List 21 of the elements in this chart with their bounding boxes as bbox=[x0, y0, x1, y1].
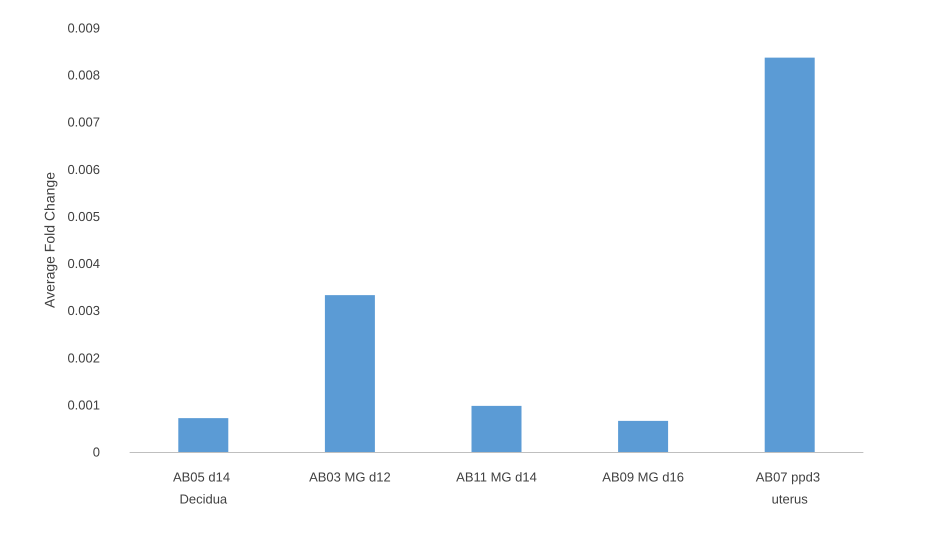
y-tick-label: 0 bbox=[92, 444, 100, 460]
y-tick-label: 0.002 bbox=[67, 350, 100, 366]
y-tick-label: 0.001 bbox=[67, 397, 100, 412]
bar bbox=[178, 418, 228, 452]
y-tick-label: 0.008 bbox=[67, 68, 100, 83]
y-tick-label: 0.004 bbox=[67, 256, 100, 272]
y-tick-label: 0.009 bbox=[67, 20, 100, 36]
x-tick-label: AB09 MG d16 bbox=[602, 470, 684, 484]
x-tick-label: AB05 d14 Decidua bbox=[172, 470, 234, 506]
y-tick-label: 0.007 bbox=[67, 114, 100, 130]
y-tick-label: 0.005 bbox=[67, 208, 100, 224]
bar bbox=[472, 406, 522, 452]
bar bbox=[764, 58, 815, 452]
bar bbox=[618, 420, 668, 452]
x-tick-label: AB07 ppd3 uterus bbox=[756, 470, 824, 506]
x-tick-label: AB03 MG d12 bbox=[309, 470, 391, 484]
y-axis-title: Average Fold Change bbox=[42, 172, 58, 308]
y-tick-label: 0.003 bbox=[67, 303, 100, 318]
y-tick-label: 0.006 bbox=[67, 162, 100, 177]
x-tick-label: AB11 MG d14 bbox=[456, 470, 537, 484]
bar bbox=[324, 295, 375, 452]
